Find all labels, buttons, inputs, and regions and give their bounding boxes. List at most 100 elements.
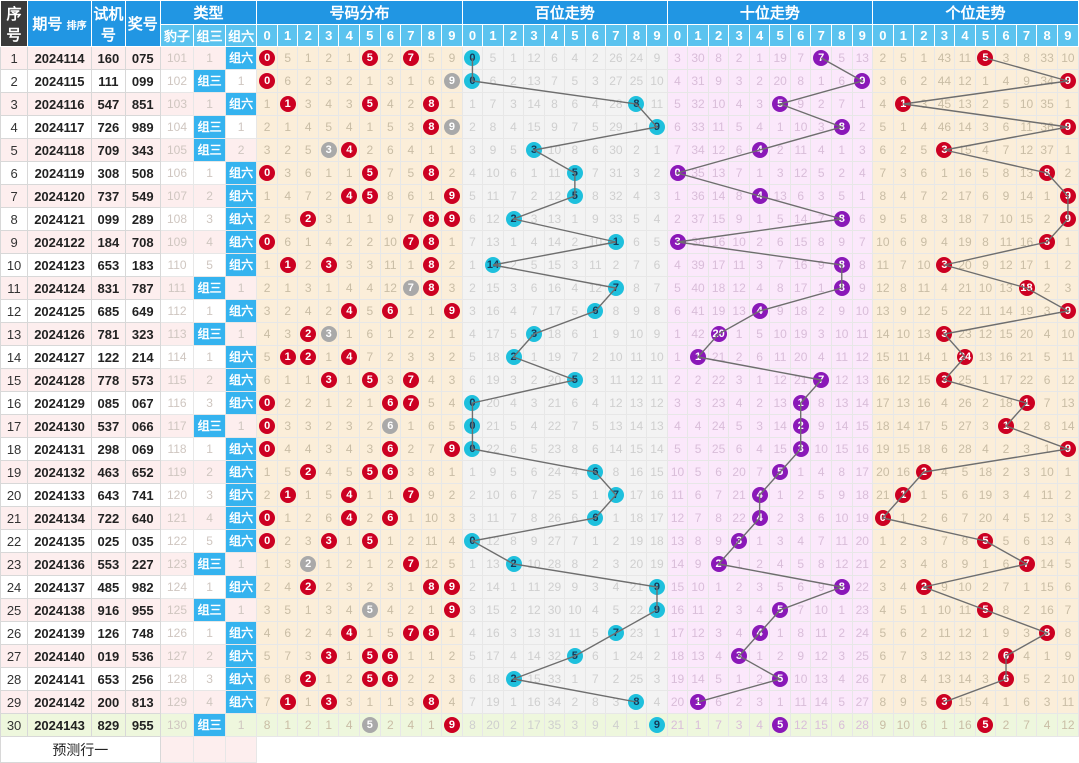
subheader-hundreds-1[interactable]: 1 [482, 24, 504, 47]
subheader-dist-8[interactable]: 8 [420, 24, 443, 47]
subheader-tens-6[interactable]: 6 [789, 24, 812, 47]
subheader-hundreds-6[interactable]: 6 [584, 24, 607, 47]
ones-hit-ball: 3 [936, 326, 953, 342]
subheader-hundreds-2[interactable]: 2 [502, 24, 525, 47]
tens-cell-5: 2 [769, 138, 791, 162]
subheader-hundreds-9[interactable]: 9 [646, 24, 668, 47]
subheader-ones-2[interactable]: 2 [913, 24, 935, 47]
subheader-dist-4[interactable]: 4 [338, 24, 361, 47]
table-row[interactable]: 16 2024129 085 067 116 3 组六 0 2 2 1 2 1 6 7 5 4 0 20 4 3 21 6 4… [0, 391, 1079, 415]
row-serial: 1 [0, 46, 29, 70]
subheader-bz[interactable]: 豹子 [159, 24, 195, 47]
table-row[interactable]: 2 2024115 111 099 102 组三 1 0 6 2 3 2 1 3 1 6 9 0 6 2 13 7 5 3 27… [0, 69, 1079, 93]
table-row[interactable]: 20 2024133 643 741 120 3 组六 2 1 1 5 4 1 1 7 9 2 2 10 6 7 25 5 1… [0, 483, 1079, 507]
table-row[interactable]: 24 2024137 485 982 124 1 组六 2 4 2 2 3 2 3 1 8 9 2 14 1 11 29 9… [0, 575, 1079, 599]
table-row[interactable]: 7 2024120 737 549 107 2 组六 1 4 7 2 4 5 8 6 1 9 5 11 7 2 12 5 8 3… [0, 184, 1079, 208]
table-row[interactable]: 27 2024140 019 536 127 2 组六 5 7 3 3 1 5 6 1 1 2 5 17 4 14 32 5… [0, 644, 1079, 668]
header-prize[interactable]: 奖号 [124, 0, 161, 47]
pred-baozi[interactable] [159, 736, 195, 763]
table-row[interactable]: 5 2024118 709 343 105 组三 2 3 2 5 3 4 2 6 4 1 1 3 9 5 3 10 8 6 30… [0, 138, 1079, 162]
table-row[interactable]: 30 2024143 829 955 130 组三 1 8 1 2 1 4 5 2 4 1 9 8 20 2 17 35 3… [0, 713, 1079, 737]
hundreds-cell-1: 17 [482, 644, 504, 668]
subheader-ones-7[interactable]: 7 [1015, 24, 1038, 47]
subheader-dist-1[interactable]: 1 [276, 24, 299, 47]
subheader-ones-8[interactable]: 8 [1036, 24, 1058, 47]
subheader-ones-1[interactable]: 1 [892, 24, 915, 47]
subheader-hundreds-5[interactable]: 5 [564, 24, 586, 47]
subheader-tens-4[interactable]: 4 [748, 24, 771, 47]
table-row[interactable]: 3 2024116 547 851 103 1 组六 1 1 3 4 3 5 4 2 8 1 1 7 3 14 8 6 4 28… [0, 92, 1079, 116]
ones-cell-0: 2 [872, 552, 894, 576]
table-row[interactable]: 19 2024132 463 652 119 2 组六 1 5 2 4 5 5 6 3 8 1 1 9 5 6 24 4 6 8… [0, 460, 1079, 484]
hundreds-cell-0: 7 [461, 230, 484, 254]
ones-cell-4: 10 [954, 575, 976, 599]
subheader-tens-7[interactable]: 7 [810, 24, 832, 47]
subheader-z6[interactable]: 组六 [224, 24, 258, 47]
table-row[interactable]: 4 2024117 726 989 104 组三 1 2 1 4 5 4 1 5 3 8 9 2 8 4 15 9 7 5 29… [0, 115, 1079, 139]
subheader-tens-1[interactable]: 1 [687, 24, 709, 47]
table-row[interactable]: 12 2024125 685 649 112 1 组六 3 2 4 2 4 5 6 1 1 9 3 16 4 7 17 5 6… [0, 299, 1079, 323]
header-serial[interactable]: 序号 [0, 0, 29, 47]
header-issue[interactable]: 期号 排序 [27, 0, 92, 47]
subheader-ones-6[interactable]: 6 [995, 24, 1017, 47]
table-row[interactable]: 14 2024127 122 214 114 1 组六 5 1 2 1 4 7 2 3 3 2 5 18 2 1 19 7 2… [0, 345, 1079, 369]
table-row[interactable]: 21 2024134 722 640 121 4 组六 0 1 2 6 4 2 6 1 10 3 3 11 7 8 26 6… [0, 506, 1079, 530]
subheader-dist-5[interactable]: 5 [359, 24, 381, 47]
ones-cell-3: 4 [933, 230, 956, 254]
table-row[interactable]: 10 2024123 653 183 110 5 组六 1 1 2 3 3 3 11 1 8 2 1 14 2 5 15 3… [0, 253, 1079, 277]
table-row[interactable]: 15 2024128 778 573 115 2 组六 6 1 1 3 1 5 3 7 4 3 6 19 3 2 20 5 3… [0, 368, 1079, 392]
subheader-ones-0[interactable]: 0 [872, 24, 894, 47]
table-row[interactable]: 13 2024126 781 323 113 组三 1 4 3 2 3 1 6 1 2 2 1 4 17 5 3 18 6 1… [0, 322, 1079, 346]
tens-cell-5: 2 [769, 644, 791, 668]
subheader-hundreds-8[interactable]: 8 [625, 24, 648, 47]
subheader-ones-3[interactable]: 3 [933, 24, 956, 47]
subheader-ones-4[interactable]: 4 [954, 24, 976, 47]
subheader-z3[interactable]: 组三 [193, 24, 226, 47]
subheader-dist-2[interactable]: 2 [297, 24, 319, 47]
hundreds-cell-0: 0 [461, 391, 484, 415]
table-row[interactable]: 23 2024136 553 227 123 组三 1 1 3 2 1 2 1 2 7 12 5 1 13 2 10 28… [0, 552, 1079, 576]
table-row[interactable]: 6 2024119 308 508 106 1 组六 0 3 6 1 1 5 7 5 8 2 4 10 6 1 11 5 7 3… [0, 161, 1079, 185]
table-row[interactable]: 9 2024122 184 708 109 4 组六 0 6 1 4 2 2 10 7 8 1 7 13 1 4 14 2 1… [0, 230, 1079, 254]
subheader-dist-7[interactable]: 7 [400, 24, 422, 47]
subheader-dist-6[interactable]: 6 [379, 24, 402, 47]
table-row[interactable]: 29 2024142 200 813 129 4 组六 7 1 1 3 3 1 1 3 8 4 7 19 1 16 34 2… [0, 690, 1079, 714]
prediction-row[interactable]: 预测行一 [0, 736, 1079, 763]
table-row[interactable]: 26 2024139 126 748 126 1 组六 4 6 2 4 4 1 5 7 8 1 4 16 3 13 31 1… [0, 621, 1079, 645]
table-row[interactable]: 8 2024121 099 289 108 3 组六 2 5 2 3 1 1 9 7 8 9 6 12 2 3 13 1 9 3… [0, 207, 1079, 231]
subheader-tens-0[interactable]: 0 [666, 24, 689, 47]
subheader-dist-3[interactable]: 3 [317, 24, 340, 47]
table-row[interactable]: 11 2024124 831 787 111 组三 1 2 1 3 1 4 4 12 7 8 3 2 15 3 6 16 4… [0, 276, 1079, 300]
hundreds-cell-2: 8 [502, 529, 525, 553]
subheader-tens-8[interactable]: 8 [831, 24, 853, 47]
table-row[interactable]: 25 2024138 916 955 125 组三 1 3 5 1 3 4 5 4 2 1 9 3 15 2 12 30 1… [0, 598, 1079, 622]
subheader-tens-5[interactable]: 5 [769, 24, 791, 47]
hundreds-cell-7: 27 [605, 69, 627, 93]
subheader-ones-5[interactable]: 5 [974, 24, 997, 47]
table-row[interactable]: 28 2024141 653 256 128 3 组六 6 8 2 1 2 5 6 2 2 3 6 18 2 15 33 1… [0, 667, 1079, 691]
hundreds-cell-9: 2 [646, 644, 668, 668]
table-row[interactable]: 18 2024131 298 069 118 1 组六 0 4 4 3 4 3 6 2 7 9 0 22 6 5 23 8 6… [0, 437, 1079, 461]
sort-toggle[interactable]: 排序 [66, 21, 87, 32]
row-type-zu3-tag: 组三 [194, 70, 225, 92]
dist-ball-red: 6 [382, 303, 399, 319]
table-row[interactable]: 22 2024135 025 035 122 5 组六 0 2 3 3 1 5 1 2 11 4 0 12 8 9 27 7… [0, 529, 1079, 553]
subheader-tens-3[interactable]: 3 [728, 24, 750, 47]
subheader-hundreds-3[interactable]: 3 [523, 24, 545, 47]
subheader-dist-9[interactable]: 9 [441, 24, 463, 47]
header-trial[interactable]: 试机号 [90, 0, 126, 47]
subheader-ones-9[interactable]: 9 [1056, 24, 1079, 47]
subheader-hundreds-4[interactable]: 4 [543, 24, 566, 47]
subheader-hundreds-7[interactable]: 7 [605, 24, 627, 47]
subheader-dist-0[interactable]: 0 [256, 24, 278, 47]
table-row[interactable]: 1 2024114 160 075 101 1 组六 0 5 1 2 1 5 2 7 5 9 0 5 1 12 6 4 2 26… [0, 46, 1079, 70]
dist-cell-7: 7 [400, 552, 422, 576]
subheader-tens-2[interactable]: 2 [707, 24, 730, 47]
subheader-tens-9[interactable]: 9 [851, 24, 874, 47]
pred-zu6[interactable] [224, 736, 258, 763]
subheader-hundreds-0[interactable]: 0 [461, 24, 484, 47]
hundreds-cell-5: 11 [564, 621, 586, 645]
ones-cell-8: 11 [1036, 483, 1058, 507]
pred-zu3[interactable] [193, 736, 226, 763]
table-row[interactable]: 17 2024130 537 066 117 组三 1 0 3 3 2 3 2 6 1 6 5 0 21 5 4 22 7 5… [0, 414, 1079, 438]
